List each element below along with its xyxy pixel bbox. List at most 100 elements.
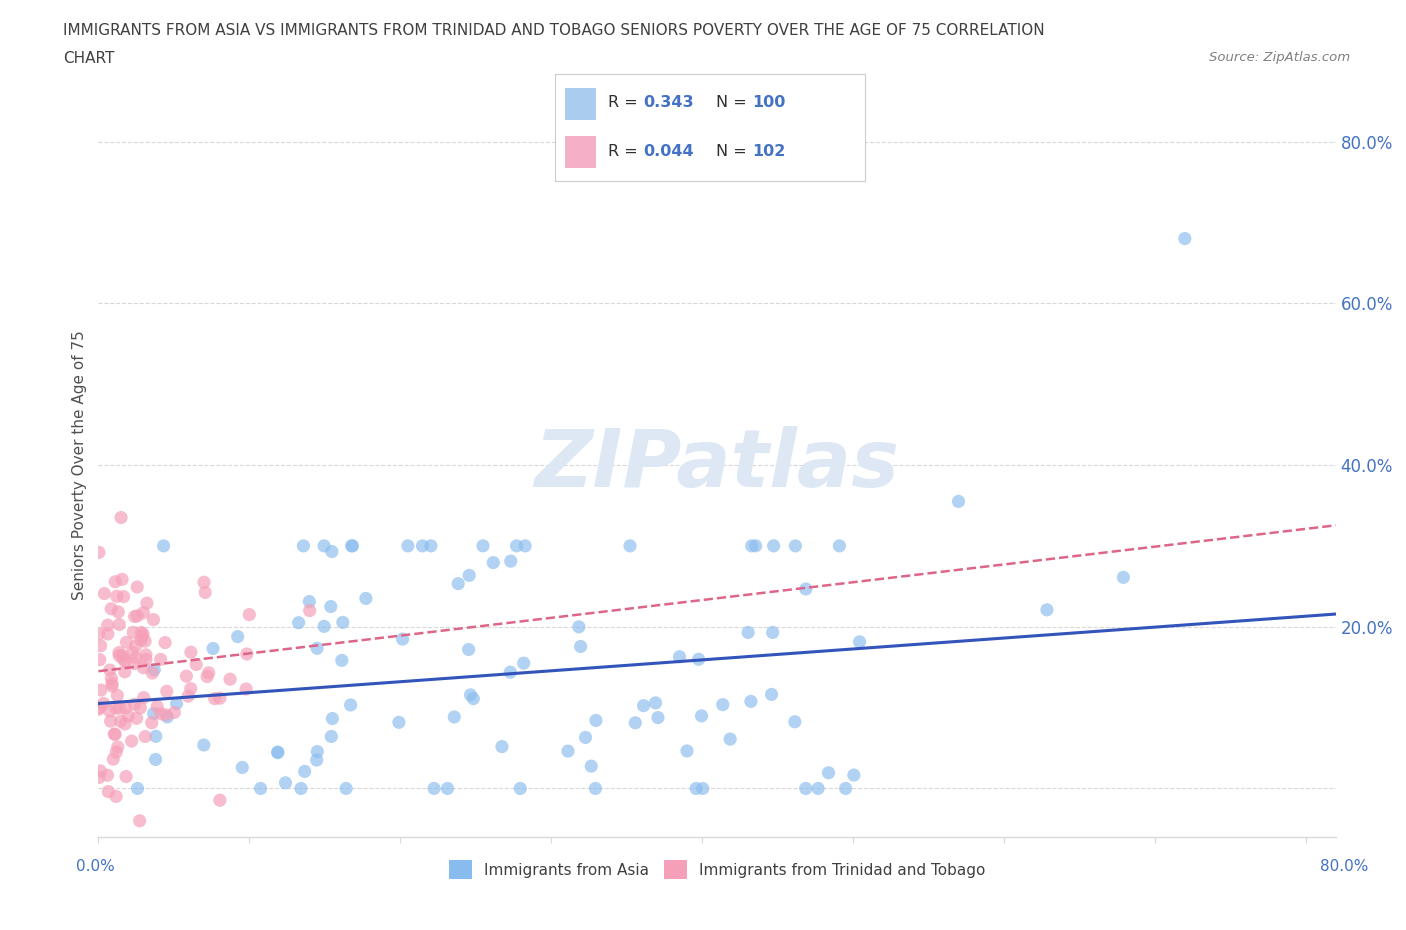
Point bbox=[97, 627, 120, 642]
Point bbox=[321, 544, 343, 559]
Point bbox=[298, 594, 321, 609]
Point bbox=[581, 759, 603, 774]
FancyBboxPatch shape bbox=[565, 87, 596, 120]
Point bbox=[458, 568, 481, 583]
Point bbox=[176, 669, 198, 684]
Point bbox=[235, 682, 257, 697]
Point bbox=[114, 654, 136, 669]
Point bbox=[647, 711, 669, 725]
Point bbox=[115, 635, 138, 650]
Point bbox=[149, 652, 172, 667]
Text: 102: 102 bbox=[752, 144, 785, 159]
Point bbox=[100, 671, 122, 685]
Point bbox=[193, 575, 215, 590]
Point bbox=[740, 694, 762, 709]
Point bbox=[761, 687, 783, 702]
Text: 100: 100 bbox=[752, 95, 785, 110]
Point bbox=[321, 711, 343, 726]
Point bbox=[457, 642, 479, 657]
Point bbox=[132, 605, 155, 620]
Point bbox=[330, 653, 353, 668]
Point bbox=[127, 579, 149, 594]
Point bbox=[423, 781, 446, 796]
Point bbox=[396, 538, 419, 553]
Point bbox=[107, 739, 129, 754]
Point bbox=[122, 657, 145, 671]
Point bbox=[463, 691, 485, 706]
Point bbox=[762, 538, 785, 553]
Point bbox=[585, 713, 607, 728]
Point bbox=[828, 538, 851, 553]
Text: 0.044: 0.044 bbox=[644, 144, 695, 159]
Point bbox=[110, 714, 132, 729]
Point bbox=[112, 651, 135, 666]
Point bbox=[155, 708, 177, 723]
Point bbox=[143, 662, 166, 677]
Point bbox=[180, 644, 202, 659]
Point bbox=[817, 765, 839, 780]
Point bbox=[87, 702, 110, 717]
Point bbox=[98, 704, 121, 719]
Point bbox=[111, 648, 134, 663]
Point bbox=[226, 630, 249, 644]
Point bbox=[312, 538, 335, 553]
Point bbox=[141, 666, 163, 681]
FancyBboxPatch shape bbox=[565, 136, 596, 168]
Point bbox=[482, 555, 505, 570]
Point bbox=[105, 688, 128, 703]
Point bbox=[129, 700, 152, 715]
Point bbox=[509, 781, 531, 796]
Point bbox=[204, 691, 226, 706]
Point bbox=[93, 696, 115, 711]
Point bbox=[744, 538, 766, 553]
Y-axis label: Seniors Poverty Over the Age of 75: Seniors Poverty Over the Age of 75 bbox=[72, 330, 87, 600]
Point bbox=[149, 706, 172, 721]
Point bbox=[231, 760, 253, 775]
Point bbox=[499, 665, 522, 680]
Text: N =: N = bbox=[716, 95, 752, 110]
Point bbox=[100, 602, 122, 617]
Point bbox=[298, 604, 321, 618]
Point bbox=[238, 607, 260, 622]
Point bbox=[89, 652, 111, 667]
Point bbox=[114, 700, 136, 715]
Point bbox=[89, 764, 111, 778]
Point bbox=[447, 577, 470, 591]
Point bbox=[711, 698, 734, 712]
Point bbox=[267, 745, 290, 760]
Point bbox=[87, 545, 110, 560]
Point bbox=[505, 538, 527, 553]
Point bbox=[177, 689, 200, 704]
Point bbox=[98, 662, 121, 677]
Point bbox=[104, 727, 127, 742]
Point bbox=[834, 781, 856, 796]
Point bbox=[105, 701, 128, 716]
Point bbox=[391, 631, 413, 646]
Point bbox=[107, 604, 129, 619]
Point bbox=[142, 706, 165, 721]
Point bbox=[96, 768, 118, 783]
Point bbox=[339, 698, 361, 712]
Point bbox=[644, 696, 666, 711]
Point bbox=[314, 619, 336, 634]
Text: 80.0%: 80.0% bbox=[1320, 859, 1368, 874]
Point bbox=[135, 596, 157, 611]
Point bbox=[436, 781, 458, 796]
Point bbox=[512, 656, 534, 671]
Point bbox=[103, 726, 125, 741]
Point bbox=[443, 710, 465, 724]
Point bbox=[460, 687, 482, 702]
Point bbox=[156, 684, 179, 698]
Point bbox=[557, 744, 579, 759]
Point bbox=[135, 647, 157, 662]
Point bbox=[132, 660, 155, 675]
Point bbox=[124, 639, 146, 654]
Point bbox=[307, 641, 329, 656]
Point bbox=[762, 625, 785, 640]
Point bbox=[124, 697, 146, 711]
Point bbox=[108, 648, 131, 663]
Point bbox=[321, 729, 343, 744]
Point bbox=[127, 608, 149, 623]
Point bbox=[141, 715, 163, 730]
Point bbox=[499, 553, 522, 568]
